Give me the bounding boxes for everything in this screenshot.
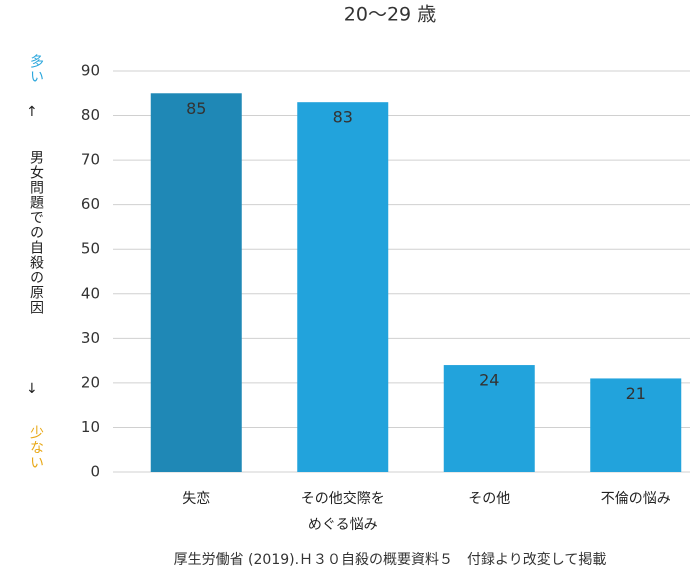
bar <box>150 93 242 473</box>
y-tick-label: 20 <box>81 373 100 391</box>
y-high: 多い <box>28 54 44 84</box>
source: 厚生労働省 (2019).Ｈ３０自殺の概要資料５ 付録より改変して掲載 <box>174 551 607 568</box>
y-tick-label: 90 <box>81 62 100 80</box>
y-tick-label: 40 <box>81 284 100 302</box>
y-down-arrow: ↓ <box>26 381 39 397</box>
bar <box>443 365 535 472</box>
x-tick-label: 不倫の悩み <box>600 491 671 507</box>
data-label: 21 <box>626 384 646 403</box>
y-label: 男女問題での自殺の原因 <box>28 150 44 315</box>
bar <box>590 378 682 472</box>
y-tick-label: 50 <box>81 240 100 258</box>
y-tick-label: 10 <box>81 418 100 436</box>
y-tick-label: 30 <box>81 329 100 347</box>
x-tick-label: 失恋 <box>182 491 211 507</box>
y-tick-label: 80 <box>81 106 100 124</box>
data-label: 83 <box>333 108 353 127</box>
y-tick-label: 60 <box>81 195 100 213</box>
chart-title: 20～29 歳 <box>344 4 436 26</box>
data-label: 85 <box>186 99 206 118</box>
x-tick-label: その他 <box>468 491 511 507</box>
y-up-arrow: ↑ <box>26 104 39 120</box>
x-tick-label: その他交際を めぐる悩み <box>300 491 385 533</box>
y-tick-label: 70 <box>81 151 100 169</box>
bar <box>297 102 389 472</box>
y-tick-label: 0 <box>90 463 100 481</box>
data-label: 24 <box>479 371 499 390</box>
y-low: 少ない <box>28 425 44 470</box>
